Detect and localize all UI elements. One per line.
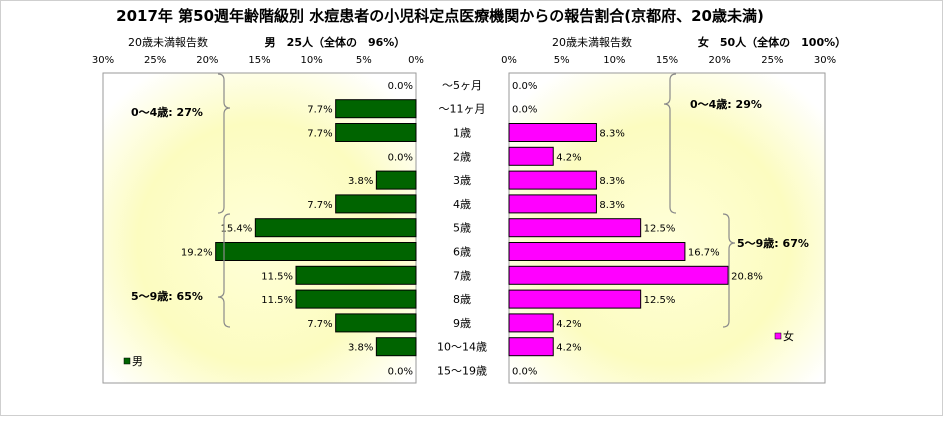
male-axis-tick: 10% — [301, 55, 323, 66]
male-value-label: 7.7% — [307, 105, 332, 116]
male-bar — [335, 194, 417, 214]
age-category-label: 4歳 — [453, 198, 471, 211]
male-value-label: 15.4% — [221, 224, 253, 235]
female-value-label: 4.2% — [556, 152, 581, 163]
female-bracket-5-9 — [722, 213, 736, 328]
female-bar — [508, 313, 554, 333]
male-bar — [375, 170, 417, 190]
male-axis-tick: 20% — [196, 55, 218, 66]
male-value-label: 11.5% — [261, 271, 293, 282]
male-axis-tick: 5% — [356, 55, 372, 66]
female-value-label: 8.3% — [599, 200, 624, 211]
male-value-label: 0.0% — [388, 81, 413, 92]
age-category-labels: ～5ヶ月 ～11ヶ月 1歳 2歳 3歳 4歳 5歳 6歳 7歳 8歳 9歳 10～14歳 15～19歳 — [437, 79, 487, 378]
male-axis-tick: 25% — [144, 55, 166, 66]
female-axis-tick: 10% — [603, 55, 625, 66]
age-category-label: 15～19歳 — [437, 365, 487, 378]
female-value-label: 8.3% — [599, 176, 624, 187]
male-value-label: 0.0% — [388, 152, 413, 163]
female-bar — [508, 218, 642, 238]
age-category-label: 7歳 — [453, 269, 471, 282]
female-axis-tick: 20% — [709, 55, 731, 66]
female-axis-ticks: 0% 5% 10% 15% 20% 25% 30% — [501, 55, 836, 66]
age-category-label: 6歳 — [453, 246, 471, 259]
female-axis-tick: 30% — [814, 55, 836, 66]
age-category-label: 2歳 — [453, 150, 471, 163]
male-value-label: 0.0% — [388, 367, 413, 378]
male-axis-tick: 30% — [92, 55, 114, 66]
female-axis-tick: 5% — [554, 55, 570, 66]
female-value-label: 4.2% — [556, 343, 581, 354]
male-bar — [215, 242, 417, 261]
age-category-label: ～5ヶ月 — [442, 79, 482, 92]
female-value-label: 4.2% — [556, 319, 581, 330]
female-bar — [508, 146, 554, 166]
male-header-title: 男 25人（全体の 96%） — [265, 35, 406, 49]
female-axis-tick: 25% — [761, 55, 783, 66]
male-value-label: 3.8% — [348, 343, 373, 354]
female-group-label-5-9: 5～9歳: 67% — [737, 236, 809, 250]
age-category-label: 10～14歳 — [437, 341, 487, 354]
male-value-label: 7.7% — [307, 200, 332, 211]
male-axis-tick: 15% — [248, 55, 270, 66]
male-bracket-5-9 — [217, 213, 231, 328]
chart-title: 2017年 第50週年齢階級別 水痘患者の小児科定点医療機関からの報告割合(京都… — [116, 7, 764, 25]
female-bar — [508, 337, 554, 357]
male-value-label: 19.2% — [181, 248, 213, 259]
female-bars — [508, 123, 729, 357]
male-bar — [335, 99, 417, 119]
female-bar — [508, 242, 686, 261]
female-value-label: 8.3% — [599, 129, 624, 140]
female-value-label: 0.0% — [512, 367, 537, 378]
male-bars — [215, 99, 417, 357]
female-group-label-0-4: 0～4歳: 29% — [690, 97, 762, 111]
male-header-label: 20歳未満報告数 — [128, 36, 208, 49]
female-value-label: 0.0% — [512, 105, 537, 116]
male-value-label: 7.7% — [307, 129, 332, 140]
age-category-label: ～11ヶ月 — [439, 103, 486, 116]
female-value-label: 12.5% — [644, 224, 676, 235]
male-legend-label: 男 — [132, 355, 143, 368]
male-bar — [295, 289, 417, 309]
female-legend-swatch — [774, 332, 782, 340]
male-value-label: 11.5% — [261, 295, 293, 306]
female-axis-tick: 0% — [501, 55, 517, 66]
female-value-label: 12.5% — [644, 295, 676, 306]
male-group-label-0-4: 0～4歳: 27% — [131, 105, 203, 119]
male-bar — [375, 337, 417, 357]
male-bar — [254, 218, 417, 238]
male-group-label-5-9: 5～9歳: 65% — [131, 289, 203, 303]
age-category-label: 3歳 — [453, 174, 471, 187]
female-bar — [508, 123, 597, 142]
female-bar — [508, 170, 597, 190]
male-bar — [335, 313, 417, 333]
female-header-label: 20歳未満報告数 — [552, 36, 632, 49]
female-value-label: 0.0% — [512, 81, 537, 92]
female-bar — [508, 194, 597, 214]
female-value-label: 16.7% — [688, 248, 720, 259]
male-legend-swatch — [123, 357, 131, 365]
male-axis-tick: 0% — [408, 55, 424, 66]
age-category-label: 9歳 — [453, 317, 471, 330]
male-value-label: 7.7% — [307, 319, 332, 330]
male-bracket-0-4 — [217, 73, 231, 214]
male-value-label: 3.8% — [348, 176, 373, 187]
male-value-labels: 0.0% 7.7% 7.7% 0.0% 3.8% 7.7% 15.4% 19.2% 11.5% 1… — [181, 81, 413, 378]
female-legend-label: 女 — [783, 329, 794, 343]
female-axis-tick: 15% — [656, 55, 678, 66]
female-header-title: 女 50人（全体の 100%） — [698, 35, 846, 49]
female-value-labels: 0.0% 0.0% 8.3% 4.2% 8.3% 8.3% 12.5% 16.7% 20.8% 1… — [512, 81, 763, 378]
age-category-label: 8歳 — [453, 293, 471, 306]
male-bar — [295, 265, 417, 285]
male-bar — [335, 123, 417, 142]
age-category-label: 5歳 — [453, 222, 471, 235]
male-axis-ticks: 30% 25% 20% 15% 10% 5% 0% — [92, 55, 424, 66]
female-bracket-0-4 — [663, 73, 677, 214]
female-bar — [508, 265, 729, 285]
female-bar — [508, 289, 642, 309]
female-value-label: 20.8% — [731, 271, 763, 282]
age-category-label: 1歳 — [453, 127, 471, 140]
